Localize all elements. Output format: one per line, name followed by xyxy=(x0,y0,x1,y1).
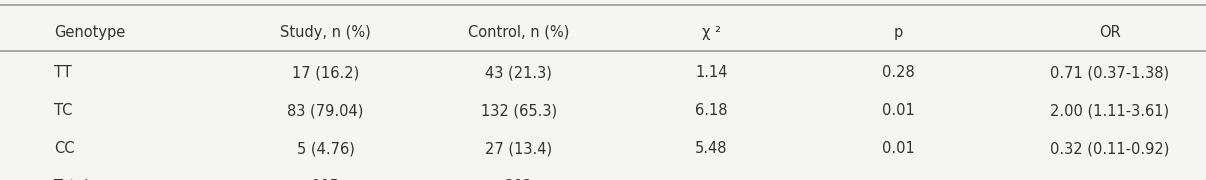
Text: 0.01: 0.01 xyxy=(882,103,915,118)
Text: 43 (21.3): 43 (21.3) xyxy=(485,65,552,80)
Text: 27 (13.4): 27 (13.4) xyxy=(485,141,552,156)
Text: 132 (65.3): 132 (65.3) xyxy=(480,103,557,118)
Text: TC: TC xyxy=(54,103,72,118)
Text: 5.48: 5.48 xyxy=(696,141,727,156)
Text: 0.01: 0.01 xyxy=(882,141,915,156)
Text: -: - xyxy=(896,179,901,180)
Text: Study, n (%): Study, n (%) xyxy=(280,25,371,40)
Text: TT: TT xyxy=(54,65,72,80)
Text: 83 (79.04): 83 (79.04) xyxy=(287,103,364,118)
Text: 0.71 (0.37-1.38): 0.71 (0.37-1.38) xyxy=(1050,65,1169,80)
Text: 5 (4.76): 5 (4.76) xyxy=(297,141,355,156)
Text: CC: CC xyxy=(54,141,75,156)
Text: Control, n (%): Control, n (%) xyxy=(468,25,569,40)
Text: Genotype: Genotype xyxy=(54,25,125,40)
Text: 17 (16.2): 17 (16.2) xyxy=(292,65,359,80)
Text: χ ²: χ ² xyxy=(702,25,721,40)
Text: 2.00 (1.11-3.61): 2.00 (1.11-3.61) xyxy=(1050,103,1169,118)
Text: 6.18: 6.18 xyxy=(696,103,727,118)
Text: 0.28: 0.28 xyxy=(882,65,915,80)
Text: 0.32 (0.11-0.92): 0.32 (0.11-0.92) xyxy=(1050,141,1169,156)
Text: -: - xyxy=(1107,179,1112,180)
Text: OR: OR xyxy=(1099,25,1120,40)
Text: 1.14: 1.14 xyxy=(696,65,727,80)
Text: 202: 202 xyxy=(504,179,533,180)
Text: -: - xyxy=(709,179,714,180)
Text: 105: 105 xyxy=(311,179,340,180)
Text: Total: Total xyxy=(54,179,88,180)
Text: p: p xyxy=(894,25,903,40)
